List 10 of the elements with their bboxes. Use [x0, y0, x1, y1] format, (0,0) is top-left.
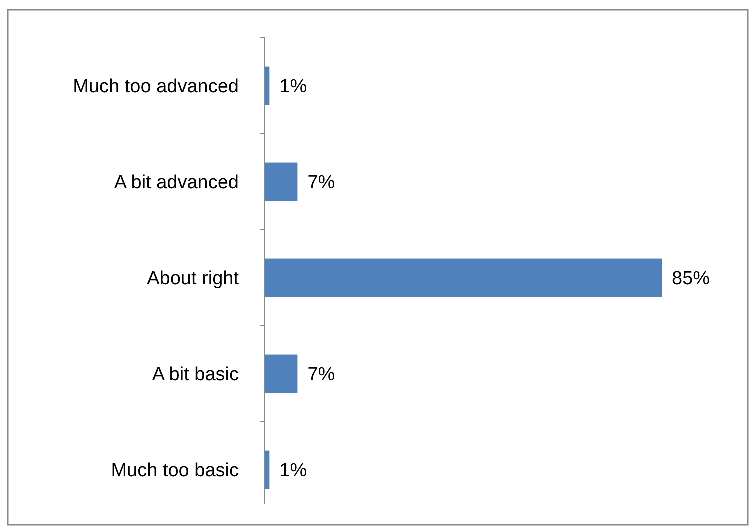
y-tick-label: Much too advanced	[73, 76, 239, 98]
y-tick-label: About right	[147, 268, 240, 290]
data-label: 7%	[308, 172, 336, 194]
data-label: 7%	[308, 364, 336, 386]
data-label: 85%	[672, 268, 710, 290]
data-label: 1%	[280, 460, 308, 482]
y-tick-label: A bit advanced	[114, 172, 239, 194]
y-tick-label: Much too basic	[111, 460, 239, 482]
data-label: 1%	[280, 76, 308, 98]
y-tick-label: A bit basic	[152, 364, 239, 386]
